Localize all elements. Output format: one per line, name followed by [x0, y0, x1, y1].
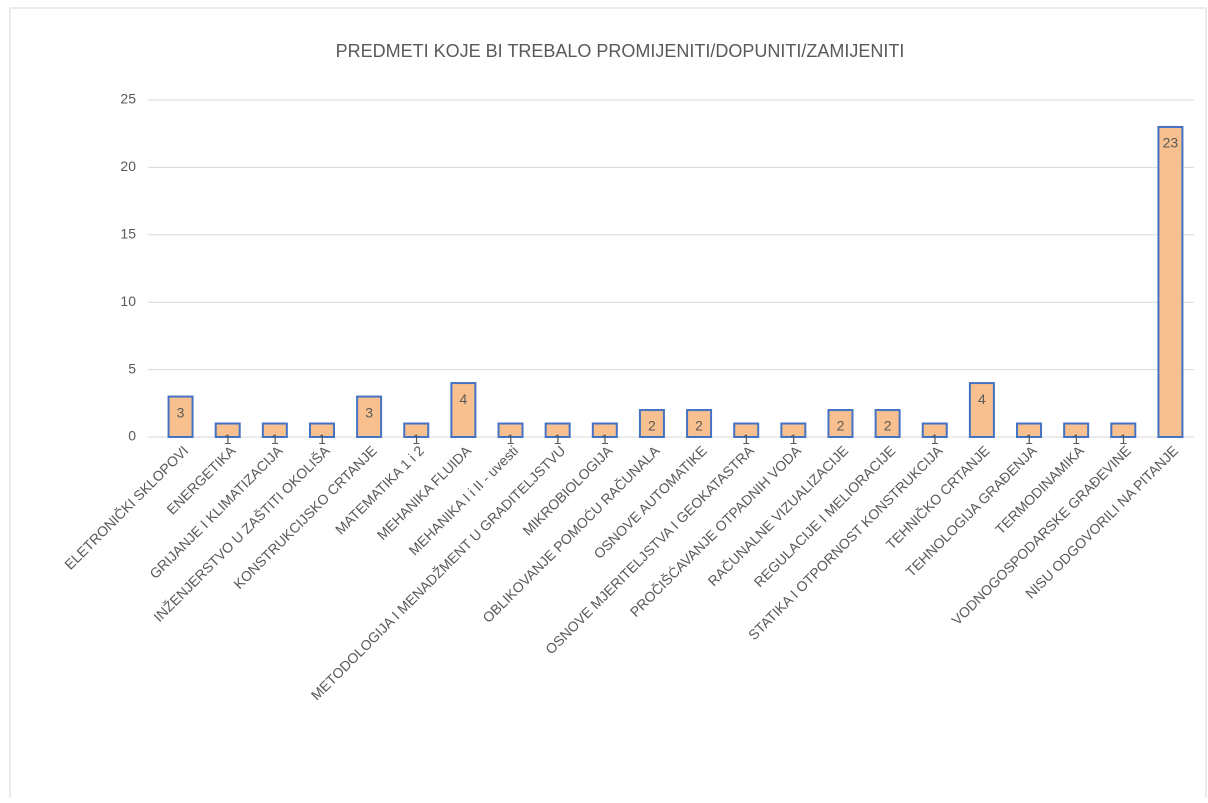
data-label: 4: [978, 391, 986, 407]
y-tick-label: 10: [120, 293, 136, 309]
data-label: 2: [884, 418, 892, 434]
y-tick-label: 0: [128, 428, 136, 444]
data-label: 2: [695, 418, 703, 434]
bar: [261, 422, 288, 438]
bar: [733, 422, 760, 438]
data-label: 23: [1163, 135, 1179, 151]
chart-frame: [9, 7, 1207, 803]
data-label: 2: [648, 418, 656, 434]
bar: [403, 422, 430, 438]
bar: [356, 395, 383, 438]
bar: [1157, 125, 1184, 439]
bar: [780, 422, 807, 438]
bar: [167, 395, 194, 438]
y-tick-label: 5: [128, 360, 136, 376]
data-label: 1: [742, 431, 750, 447]
data-label: 1: [1119, 431, 1127, 447]
data-label: 1: [789, 431, 797, 447]
chart-title: PREDMETI KOJE BI TREBALO PROMIJENITI/DOP…: [336, 41, 905, 61]
data-label: 1: [601, 431, 609, 447]
data-label: 1: [318, 431, 326, 447]
bar: [638, 409, 665, 439]
data-label: 1: [224, 431, 232, 447]
bar: [968, 382, 995, 438]
bar: [214, 422, 241, 438]
y-tick-label: 15: [120, 226, 136, 242]
y-tick-label: 25: [120, 91, 136, 107]
data-label: 1: [931, 431, 939, 447]
data-label: 2: [837, 418, 845, 434]
bar: [874, 409, 901, 439]
data-label: 1: [412, 431, 420, 447]
bar: [450, 382, 477, 438]
data-label: 1: [1025, 431, 1033, 447]
data-label: 3: [177, 404, 185, 420]
bar: [1063, 422, 1090, 438]
bar: [544, 422, 571, 438]
bar: [1016, 422, 1043, 438]
data-label: 1: [554, 431, 562, 447]
bar: [308, 422, 335, 438]
data-label: 3: [365, 404, 373, 420]
data-label: 1: [1072, 431, 1080, 447]
bar: [686, 409, 713, 439]
bar: [827, 409, 854, 439]
data-label: 1: [271, 431, 279, 447]
data-label: 1: [507, 431, 515, 447]
bar: [497, 422, 524, 438]
y-tick-label: 20: [120, 158, 136, 174]
data-label: 4: [459, 391, 467, 407]
bar: [921, 422, 948, 438]
bar: [591, 422, 618, 438]
bar: [1110, 422, 1137, 438]
